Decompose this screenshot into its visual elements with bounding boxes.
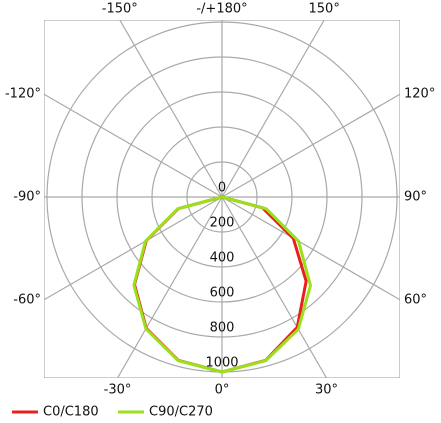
grid [44,20,400,378]
legend: C0/C180 C90/C270 [12,405,213,420]
legend-label: C90/C270 [149,405,213,420]
grid-spoke [221,93,400,198]
r-tick-label: 600 [210,286,235,301]
angle-label: -/+180° [196,2,247,17]
angle-label: -120° [5,87,41,102]
angle-label: 120° [404,87,435,102]
angle-label: 30° [315,383,338,398]
angle-label: -150° [102,2,138,17]
r-tick-label: 200 [210,216,235,231]
grid-spoke [221,196,328,378]
r-tick-label: 0 [218,181,226,196]
grid-spoke [44,196,223,301]
labels: -150° -/+180° 150° -120° 120° -90° 90° -60° 60° -… [5,2,435,398]
angle-label: -30° [104,383,132,398]
angle-label: -90° [13,190,41,205]
r-tick-label: 400 [210,251,235,266]
grid-spoke [119,20,223,198]
intensity-curve [132,195,312,374]
grid-spoke [221,196,400,301]
grid-spoke [44,93,223,198]
angle-label: 60° [404,292,427,307]
grid-spoke [116,196,223,378]
angle-label: -60° [13,292,41,307]
legend-label: C0/C180 [43,405,99,420]
angle-label: 150° [309,2,340,17]
grid-spoke [221,20,325,198]
curves [132,195,312,374]
r-tick-label: 800 [210,321,235,336]
r-tick-label: 1000 [205,356,238,371]
angle-label: 90° [404,190,427,205]
angle-label: 0° [215,383,230,398]
